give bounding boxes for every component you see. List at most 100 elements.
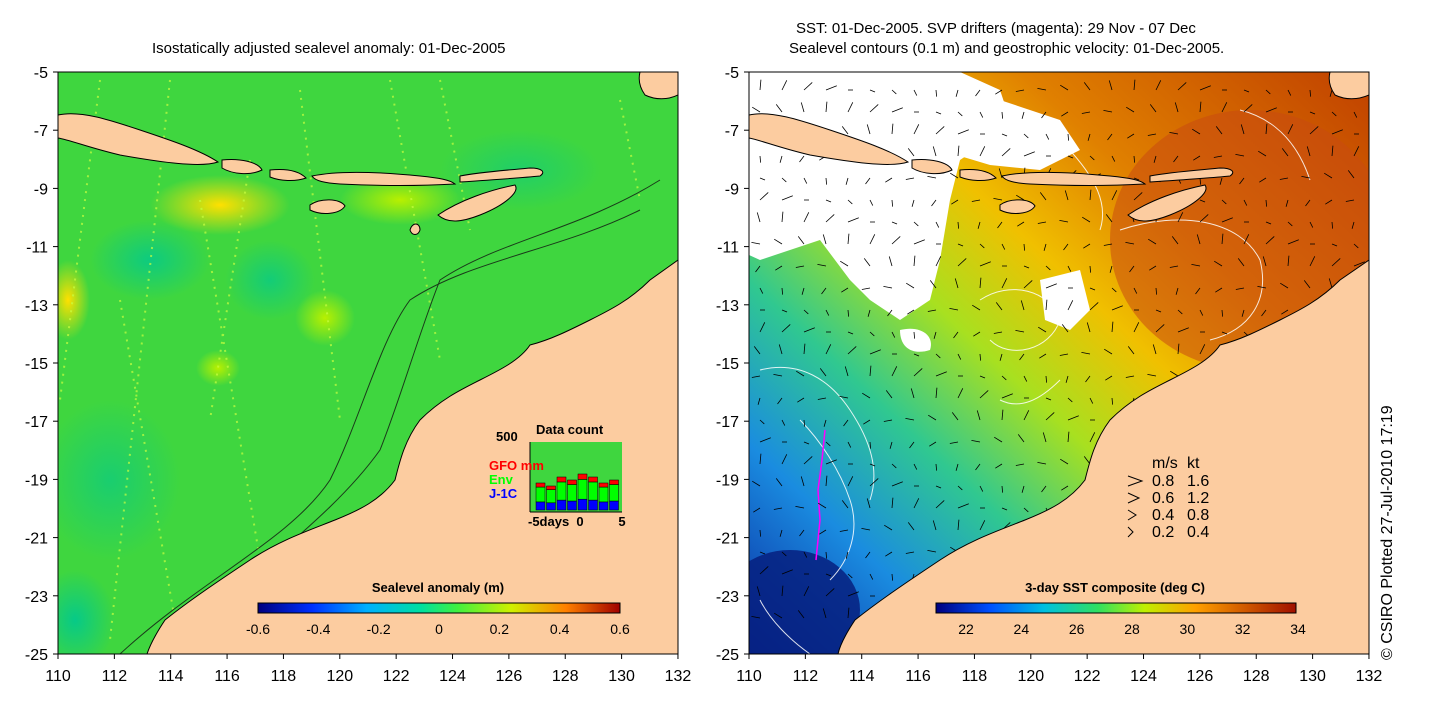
left-colorbar-ticks: -0.6 -0.4 -0.2 0 0.2 0.4 0.6 — [246, 621, 630, 637]
velocity-vector — [1037, 221, 1047, 224]
velocity-vector — [1281, 309, 1289, 315]
velocity-vector — [1353, 111, 1358, 118]
inset-bar-j1c — [588, 499, 598, 511]
velocity-vector — [1067, 397, 1073, 403]
velocity-vector — [1331, 258, 1341, 267]
velocity-vector — [1105, 375, 1113, 381]
inset-bar-gfo — [609, 479, 619, 485]
velocity-vector — [1265, 107, 1277, 113]
velocity-vector — [1155, 287, 1158, 295]
velocity-vector — [867, 309, 871, 317]
velocity-vector — [863, 419, 871, 425]
x-tick-label: 116 — [905, 668, 931, 685]
velocity-vector — [1001, 507, 1008, 511]
colorbar-tick-label: -0.2 — [367, 621, 391, 637]
y-tick-label: -21 — [25, 531, 48, 548]
velocity-vector — [1125, 242, 1135, 245]
velocity-vector — [1213, 155, 1223, 158]
velocity-vector — [1235, 154, 1245, 157]
inset-max-label: 500 — [496, 429, 518, 444]
velocity-vector — [803, 327, 815, 333]
velocity-vector — [819, 529, 827, 535]
velocity-vector — [825, 551, 828, 559]
velocity-vector — [825, 309, 830, 316]
velocity-vector — [751, 375, 761, 378]
velocity-vector — [1085, 375, 1091, 383]
x-tick-label: 110 — [45, 668, 71, 685]
velocity-vector — [1133, 79, 1136, 91]
velocity-vector — [781, 551, 787, 557]
velocity-vector — [847, 573, 853, 579]
left-australia-landmass — [146, 259, 678, 654]
velocity-vector — [955, 463, 959, 471]
velocity-vector — [1064, 190, 1069, 201]
velocity-vector — [803, 177, 808, 184]
left-y-axis: -5 -7 -9 -11 -13 -15 -17 -19 -21 -23 -25 — [25, 65, 58, 664]
velocity-vector — [1309, 221, 1314, 228]
velocity-vector — [847, 217, 859, 223]
y-tick-label: -23 — [716, 589, 739, 606]
velocity-vector — [957, 221, 960, 229]
velocity-vector — [751, 616, 761, 619]
inset-x-labels: -5days 0 5 — [528, 514, 626, 529]
velocity-vector — [887, 309, 893, 317]
velocity-vector — [756, 212, 761, 223]
velocity-vector — [1067, 431, 1070, 443]
x-tick-label: 110 — [736, 668, 762, 685]
y-tick-label: -25 — [716, 647, 739, 664]
colorbar-tick-label: 28 — [1124, 621, 1140, 637]
velocity-vector — [1059, 220, 1069, 223]
velocity-vector — [817, 397, 827, 400]
y-tick-label: -9 — [725, 181, 739, 198]
colorbar-tick-label: 0.2 — [490, 621, 510, 637]
velocity-vector — [1325, 199, 1333, 205]
velocity-vector — [979, 261, 991, 267]
y-tick-label: -15 — [716, 356, 739, 373]
inset-bar-j1c — [609, 500, 619, 511]
velocity-vector — [869, 478, 879, 487]
velocity-vector — [909, 441, 915, 449]
velocity-vector — [1192, 128, 1201, 135]
velocity-vector — [1087, 133, 1091, 141]
velocity-vector — [841, 287, 849, 293]
velocity-vector — [759, 287, 764, 294]
velocity-vector — [913, 239, 925, 245]
velocity-vector — [1262, 256, 1267, 267]
velocity-vector — [953, 331, 959, 339]
velocity-vector — [954, 278, 959, 289]
velocity-vector — [778, 344, 783, 355]
velocity-vector — [1063, 243, 1069, 251]
velocity-vector — [888, 256, 893, 267]
velocity-vector — [779, 529, 783, 537]
velocity-vector — [1067, 300, 1074, 311]
velocity-vector — [913, 89, 918, 96]
velocity-vector — [993, 331, 1003, 334]
velocity-vector — [951, 412, 959, 421]
velocity-vector — [928, 414, 937, 421]
left-colorbar-label: Sealevel anomaly (m) — [372, 580, 504, 595]
velocity-vector — [803, 82, 813, 91]
velocity-vector — [927, 176, 937, 179]
velocity-vector — [1177, 309, 1183, 315]
velocity-vector — [1065, 375, 1069, 383]
velocity-vector — [1331, 243, 1338, 247]
velocity-vector — [1280, 282, 1289, 289]
x-tick-label: 132 — [665, 668, 692, 685]
x-tick-label: 130 — [1299, 668, 1326, 685]
x-tick-label: 132 — [1356, 668, 1383, 685]
velocity-vector — [752, 480, 761, 487]
velocity-vector — [1061, 111, 1069, 117]
velocity-vector — [825, 199, 832, 203]
velocity-vector — [1023, 507, 1029, 513]
velocity-vector — [1111, 397, 1114, 405]
velocity-vector — [756, 586, 761, 597]
velocity-vector — [1287, 89, 1292, 96]
velocity-legend-arrow — [1127, 509, 1137, 521]
velocity-vector — [1001, 111, 1004, 119]
inset-bars — [535, 473, 619, 511]
velocity-vector — [1001, 393, 1013, 399]
x-tick-label: 120 — [1017, 668, 1044, 685]
velocity-vector — [1331, 111, 1337, 117]
inset-bar-env — [577, 479, 588, 500]
left-anomaly-negative — [58, 570, 115, 654]
